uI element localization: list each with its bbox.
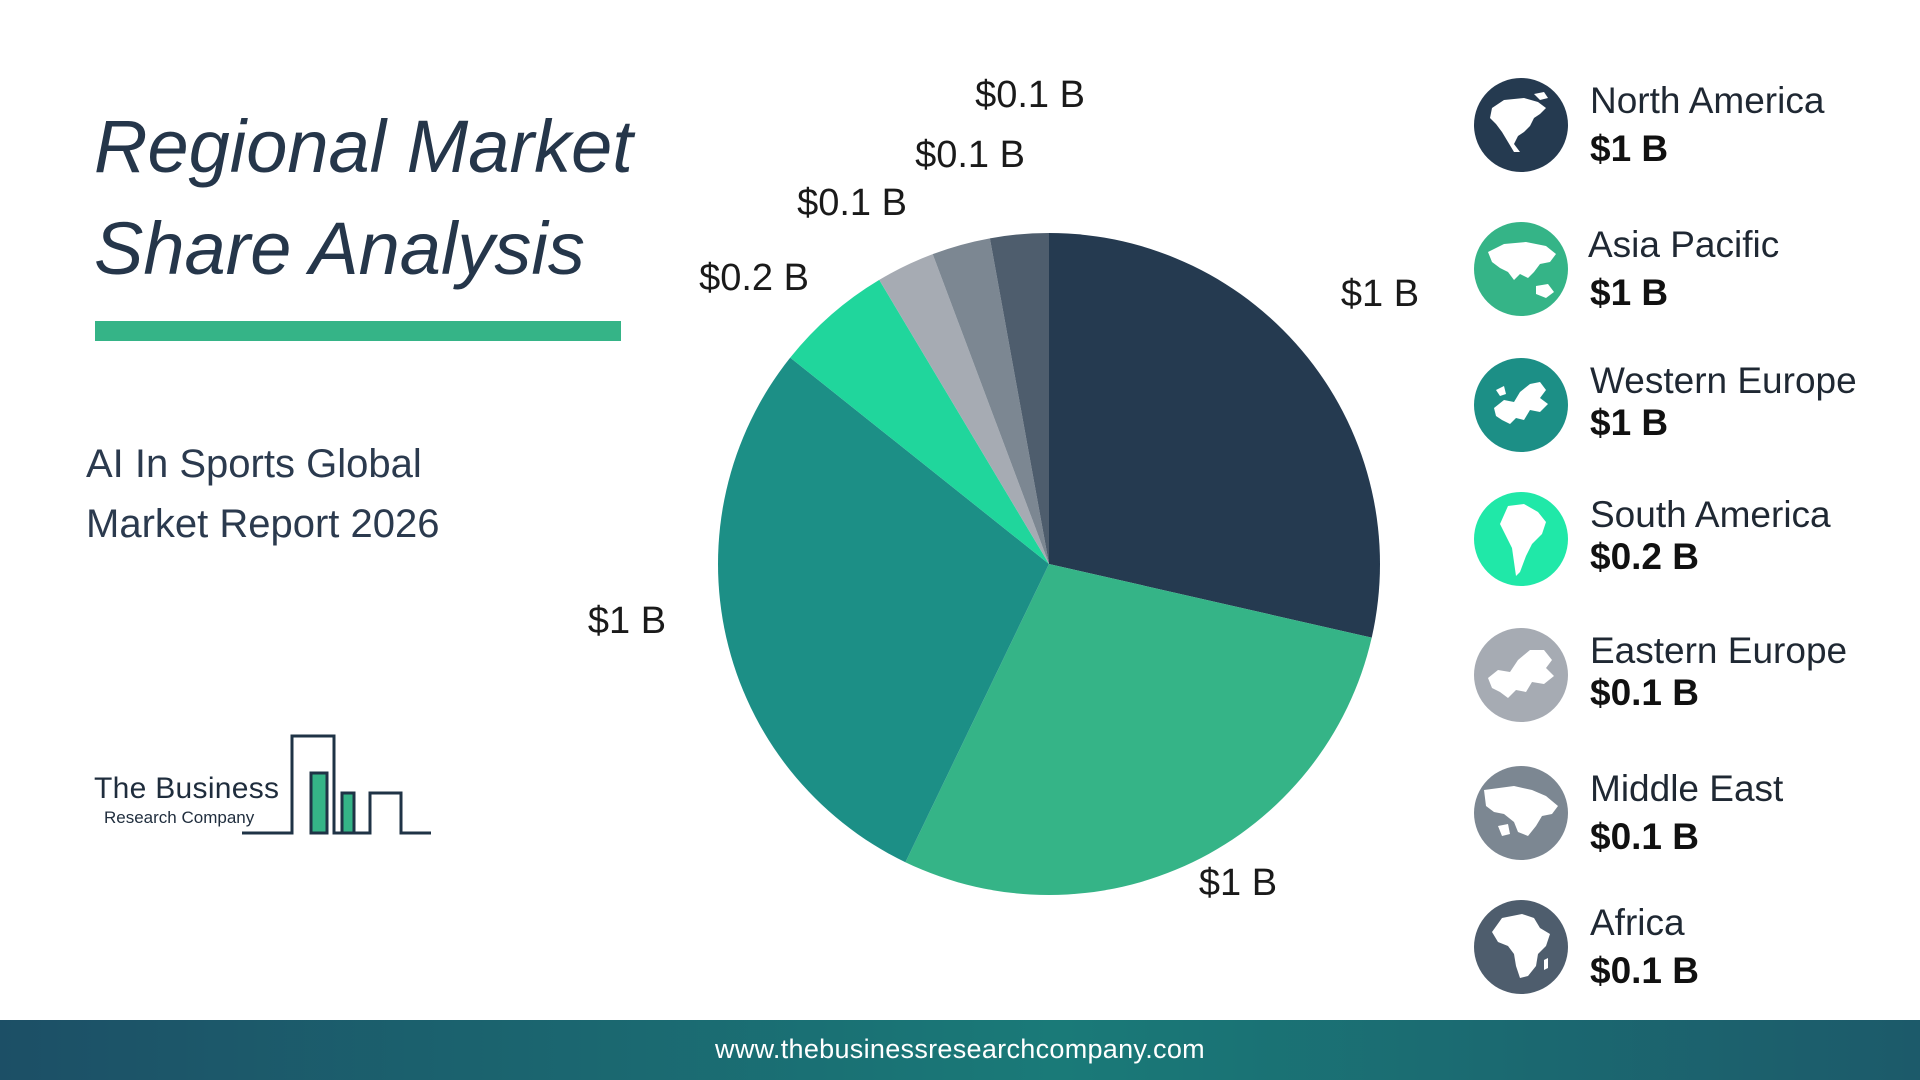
legend-value: $0.1 B bbox=[1590, 950, 1700, 991]
logo-line-1: The Business bbox=[94, 772, 280, 805]
legend-name: North America bbox=[1590, 80, 1825, 121]
legend-name: Western Europe bbox=[1590, 360, 1857, 401]
subtitle-line-2: Market Report 2026 bbox=[86, 502, 440, 546]
slice-label-asia-pacific: $1 B bbox=[1199, 862, 1277, 904]
legend-name: Eastern Europe bbox=[1590, 630, 1848, 671]
globe-middle-east-icon bbox=[1474, 766, 1568, 860]
legend-item-asia-pacific: Asia Pacific $1 B bbox=[1470, 222, 1910, 322]
legend-value: $0.2 B bbox=[1590, 536, 1700, 577]
globe-eastern-europe-icon bbox=[1474, 628, 1568, 722]
pie-slice-south-america bbox=[790, 279, 1049, 564]
pie-slice-africa bbox=[989, 233, 1049, 564]
pie-slice-asia-pacific bbox=[905, 564, 1372, 895]
pie-slice-north-america bbox=[1049, 233, 1381, 638]
legend-value: $1 B bbox=[1590, 128, 1669, 169]
footer-website-link[interactable]: www.thebusinessresearchcompany.com bbox=[715, 1034, 1205, 1064]
globe-africa-icon bbox=[1474, 900, 1568, 994]
slice-label-south-america: $0.2 B bbox=[699, 257, 809, 299]
pie-slice-eastern-europe bbox=[879, 254, 1049, 564]
legend-value: $0.1 B bbox=[1590, 816, 1700, 857]
company-logo: The Business Research Company bbox=[90, 728, 450, 838]
legend-value: $1 B bbox=[1590, 272, 1669, 313]
legend-value: $1 B bbox=[1590, 402, 1669, 443]
globe-south-america-icon bbox=[1474, 492, 1568, 586]
slice-label-eastern-europe: $0.1 B bbox=[797, 182, 907, 224]
legend-name: Africa bbox=[1590, 902, 1685, 943]
logo-buildings-icon bbox=[242, 734, 431, 835]
legend-name: Middle East bbox=[1590, 768, 1784, 809]
title-underline bbox=[95, 321, 621, 341]
pie-slice-western-europe bbox=[717, 357, 1049, 863]
title-line-1: Regional Market bbox=[94, 105, 633, 188]
slice-label-western-europe: $1 B bbox=[588, 600, 666, 642]
subtitle-line-1: AI In Sports Global bbox=[86, 442, 422, 486]
legend-item-eastern-europe: Eastern Europe $0.1 B bbox=[1470, 628, 1910, 728]
legend-item-africa: Africa $0.1 B bbox=[1470, 900, 1910, 1000]
legend-name: South America bbox=[1590, 494, 1831, 535]
slice-label-africa: $0.1 B bbox=[975, 74, 1085, 116]
slice-label-middle-east: $0.1 B bbox=[915, 134, 1025, 176]
legend-item-south-america: South America $0.2 B bbox=[1470, 492, 1910, 592]
globe-western-europe-icon bbox=[1474, 358, 1568, 452]
legend-name: Asia Pacific bbox=[1588, 224, 1780, 265]
report-subtitle: AI In Sports Global Market Report 2026 bbox=[86, 434, 506, 554]
pie-slice-middle-east bbox=[932, 238, 1049, 564]
globe-north-america-icon bbox=[1474, 78, 1568, 172]
legend-value: $0.1 B bbox=[1590, 672, 1700, 713]
page-title: Regional Market Share Analysis bbox=[94, 96, 654, 300]
title-line-2: Share Analysis bbox=[94, 207, 585, 290]
footer-bar: www.thebusinessresearchcompany.com bbox=[0, 1020, 1920, 1080]
globe-asia-pacific-icon bbox=[1474, 222, 1568, 316]
legend-item-western-europe: Western Europe $1 B bbox=[1470, 358, 1910, 458]
slice-label-north-america: $1 B bbox=[1341, 273, 1419, 315]
legend-item-north-america: North America $1 B bbox=[1470, 78, 1910, 178]
logo-line-2: Research Company bbox=[104, 808, 255, 827]
legend-item-middle-east: Middle East $0.1 B bbox=[1470, 766, 1910, 866]
